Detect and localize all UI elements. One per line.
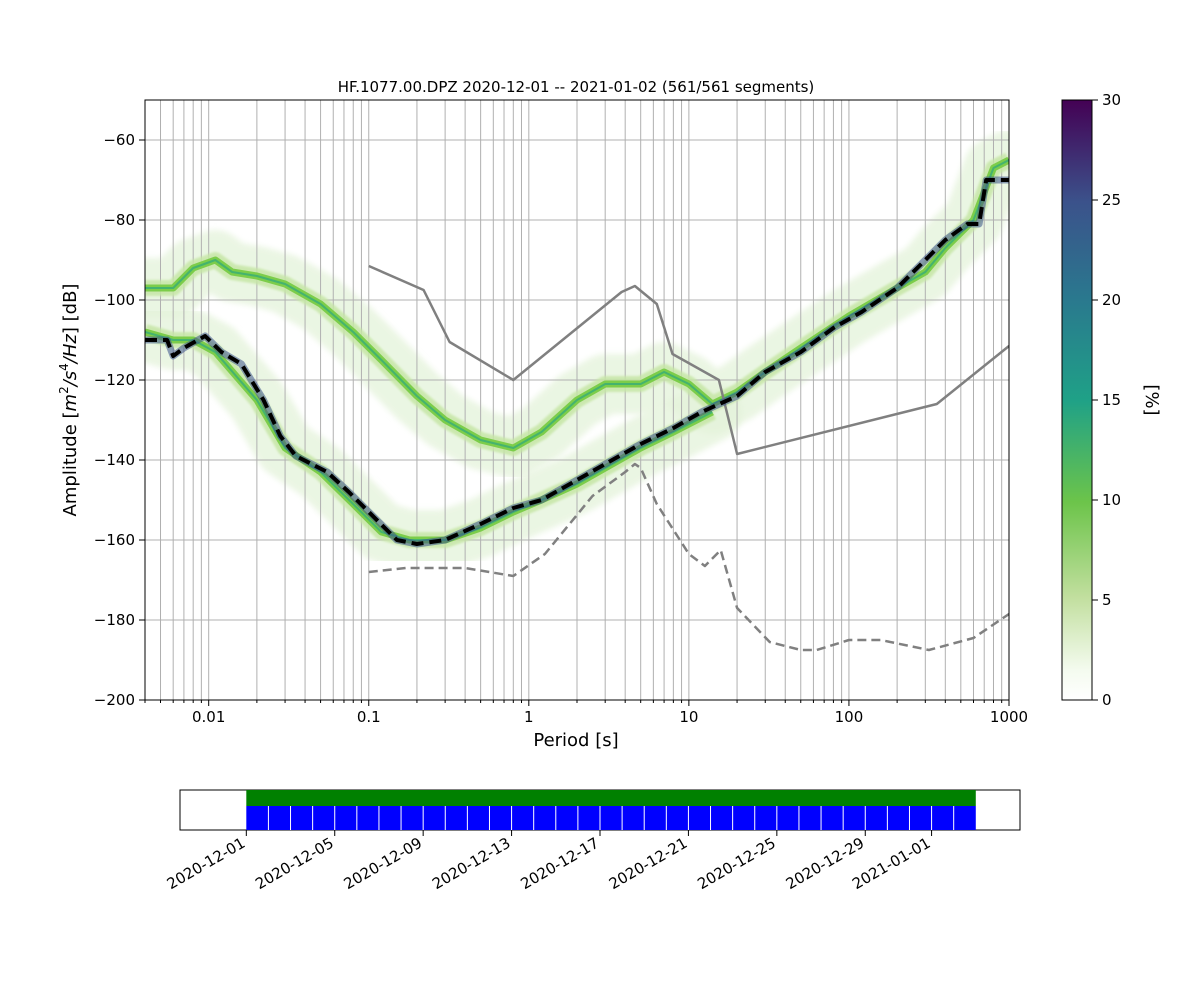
low-noise-model-line (368, 462, 1009, 652)
x-tick-label: 0.1 (357, 708, 381, 726)
colorbar-tick-label: 5 (1102, 591, 1112, 609)
x-tick-label: 0.01 (192, 708, 225, 726)
colorbar-tick-label: 20 (1102, 291, 1121, 309)
date-tick-label: 2020-12-09 (341, 834, 426, 893)
ppsd-plot: 0.01 0.1 1 10 100 1000 −60 −80 −100 −120 −140 −160… (94, 99, 1028, 726)
date-tick-label: 2020-12-21 (606, 834, 691, 893)
coverage-bar-segments (246, 806, 976, 830)
date-tick-label: 2020-12-25 (694, 834, 779, 893)
colorbar-gradient (1061, 99, 1093, 701)
x-tick-label: 1000 (990, 708, 1028, 726)
y-axis-label: Amplitude [m2/s4/Hz] [dB] (57, 284, 81, 517)
y-tick-label: −120 (94, 371, 135, 389)
x-tick-label: 1 (524, 708, 534, 726)
date-tick-label: 2020-12-05 (252, 834, 337, 893)
colorbar-tick-label: 15 (1102, 391, 1121, 409)
colorbar-tick-label: 0 (1102, 691, 1112, 709)
y-tick-label: −80 (103, 211, 135, 229)
date-tick-label: 2020-12-13 (429, 834, 514, 893)
colorbar-tick-label: 30 (1102, 91, 1121, 109)
y-tick-label: −100 (94, 291, 135, 309)
date-tick-label: 2020-12-17 (517, 834, 602, 893)
colorbar-label: [%] (1141, 384, 1162, 415)
colorbar-tick-label: 25 (1102, 191, 1121, 209)
y-tick-label: −140 (94, 451, 135, 469)
noise-model-lines (145, 176, 1009, 652)
y-tick-label: −160 (94, 531, 135, 549)
percentile-line (145, 178, 1009, 546)
coverage-date-ticks: 2020-12-01 2020-12-05 2020-12-09 2020-12-13… (164, 830, 934, 893)
y-tick-label: −200 (94, 691, 135, 709)
x-axis-label: Period [s] (533, 730, 618, 751)
chart-title: HF.1077.00.DPZ 2020-12-01 -- 2021-01-02 … (338, 78, 815, 96)
colorbar-tick-label: 10 (1102, 491, 1121, 509)
colorbar-ticks: 0 5 10 15 20 25 30 (1092, 91, 1121, 709)
y-tick-label: −60 (103, 131, 135, 149)
x-axis-ticks: 0.01 0.1 1 10 100 1000 (144, 700, 1028, 726)
x-tick-label: 10 (679, 708, 698, 726)
high-noise-model-line (368, 264, 1009, 456)
y-axis-ticks: −60 −80 −100 −120 −140 −160 −180 −200 (94, 131, 145, 709)
coverage-bars (246, 790, 976, 830)
y-tick-label: −180 (94, 611, 135, 629)
coverage-bar-data (246, 790, 976, 806)
x-tick-label: 100 (835, 708, 864, 726)
colorbar: 0 5 10 15 20 25 30 [%] (1061, 91, 1162, 709)
coverage-panel: 2020-12-01 2020-12-05 2020-12-09 2020-12-13… (164, 789, 1021, 893)
date-tick-label: 2020-12-01 (164, 834, 249, 893)
